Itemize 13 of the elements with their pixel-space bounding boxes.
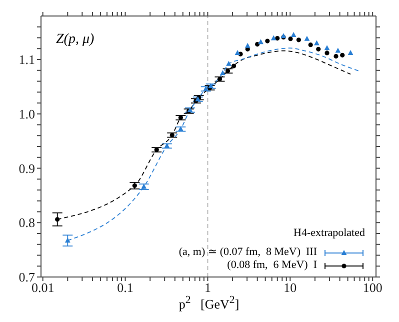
y-tick-label: 1.1	[18, 52, 35, 68]
y-tick-label: 0.8	[18, 215, 35, 230]
legend-title: H4-extrapolated	[294, 227, 365, 240]
x-tick-label: 0.1	[117, 280, 134, 296]
annotation: Z(p, μ)	[56, 32, 94, 48]
x-tick-label: 10	[284, 280, 297, 296]
legend-label: (0.08 fm, 6 MeV) I	[227, 259, 317, 272]
x-axis-title: p$^{2}$ [GeV$^{2}$]	[178, 294, 240, 312]
y-tick-label: 0.9	[18, 160, 35, 176]
x-tick-label: 100	[362, 280, 382, 296]
x-tick-label: 1	[204, 280, 211, 296]
legend-label: (a, m) ≃ (0.07 fm, 8 MeV) III	[178, 246, 317, 259]
y-tick-label: 1.0	[18, 106, 35, 122]
